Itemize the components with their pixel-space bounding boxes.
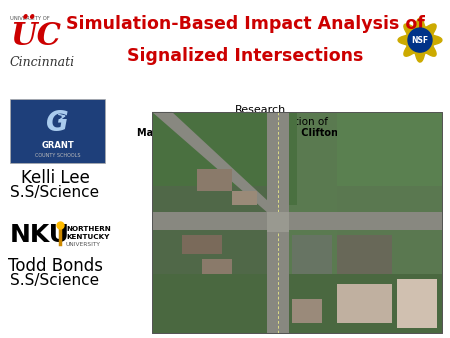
Bar	[197, 169, 232, 191]
Text: Martin Luther King Drive and Clifton Avenue: Martin Luther King Drive and Clifton Ave…	[137, 127, 382, 138]
Text: S.S/Science: S.S/Science	[10, 185, 99, 200]
Text: G: G	[46, 110, 69, 138]
Text: Signalized Intersections: Signalized Intersections	[127, 47, 363, 65]
Circle shape	[408, 28, 432, 52]
Text: S.S/Science: S.S/Science	[10, 273, 99, 289]
Bar	[152, 112, 442, 333]
Text: Study Site: Intersection of: Study Site: Intersection of	[192, 117, 328, 127]
Polygon shape	[398, 18, 442, 62]
Text: COUNTY SCHOOLS: COUNTY SCHOOLS	[35, 153, 80, 158]
Bar	[10, 99, 105, 163]
Bar	[292, 299, 322, 323]
Text: Simulation-Based Impact Analysis of: Simulation-Based Impact Analysis of	[66, 15, 424, 33]
Bar	[337, 235, 392, 274]
Bar	[202, 259, 232, 274]
Bar	[337, 186, 442, 274]
Text: Research: Research	[234, 105, 286, 115]
Bar	[152, 112, 297, 205]
Bar	[337, 284, 392, 323]
Text: UNIVERSITY: UNIVERSITY	[66, 242, 101, 247]
Bar	[152, 274, 442, 333]
Bar	[152, 112, 442, 333]
Text: Cincinnati: Cincinnati	[10, 56, 75, 69]
Polygon shape	[152, 112, 280, 212]
Bar	[152, 186, 272, 274]
Text: Kelli Lee: Kelli Lee	[21, 169, 90, 187]
Bar	[267, 212, 289, 232]
Text: NSF: NSF	[411, 35, 428, 45]
Text: Todd Bonds: Todd Bonds	[8, 257, 103, 275]
Bar	[397, 279, 437, 328]
Text: KENTUCKY: KENTUCKY	[66, 234, 109, 240]
Text: ÜC: ÜC	[10, 21, 61, 52]
Bar	[292, 235, 332, 274]
Text: UNIVERSITY OF: UNIVERSITY OF	[10, 16, 50, 21]
Bar	[267, 112, 289, 333]
Bar	[337, 112, 442, 186]
Text: GRANT: GRANT	[41, 141, 74, 150]
Bar	[182, 235, 222, 255]
Text: NORTHERN: NORTHERN	[66, 226, 111, 232]
Bar	[152, 212, 442, 230]
Text: NKU: NKU	[10, 223, 70, 247]
Bar	[232, 191, 257, 205]
